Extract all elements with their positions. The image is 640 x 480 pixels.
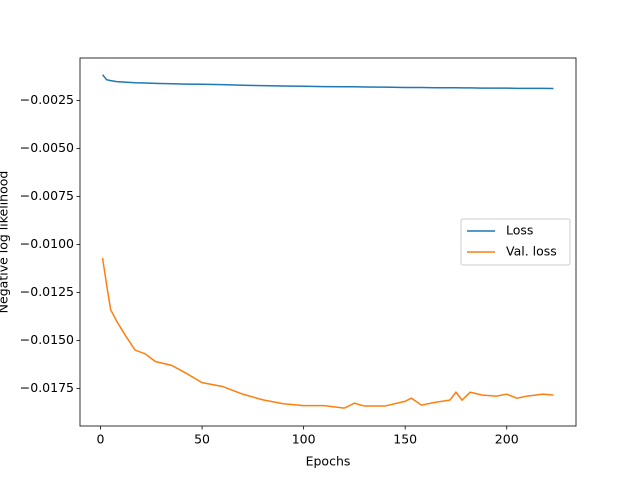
- line-series: [101, 257, 554, 409]
- y-tick-label: −0.0125: [20, 284, 74, 299]
- y-tick-label: −0.0075: [20, 188, 74, 203]
- x-tick-label: 150: [393, 432, 417, 447]
- legend-label: Val. loss: [506, 244, 557, 259]
- y-axis-label: Negative log likelihood: [0, 171, 11, 314]
- x-axis-label: Epochs: [306, 454, 351, 469]
- y-tick-label: −0.0025: [20, 92, 74, 107]
- y-tick-label: −0.0150: [20, 332, 74, 347]
- y-tick-label: −0.0050: [20, 140, 74, 155]
- y-tick-label: −0.0175: [20, 380, 74, 395]
- x-tick-label: 50: [194, 432, 210, 447]
- axes-frame: [79, 57, 577, 427]
- x-tick-label: 200: [495, 432, 519, 447]
- legend-label: Loss: [506, 223, 533, 238]
- x-tick-label: 100: [292, 432, 316, 447]
- y-tick-label: −0.0100: [20, 236, 74, 251]
- x-tick-label: 0: [97, 432, 105, 447]
- line-series: [101, 74, 554, 90]
